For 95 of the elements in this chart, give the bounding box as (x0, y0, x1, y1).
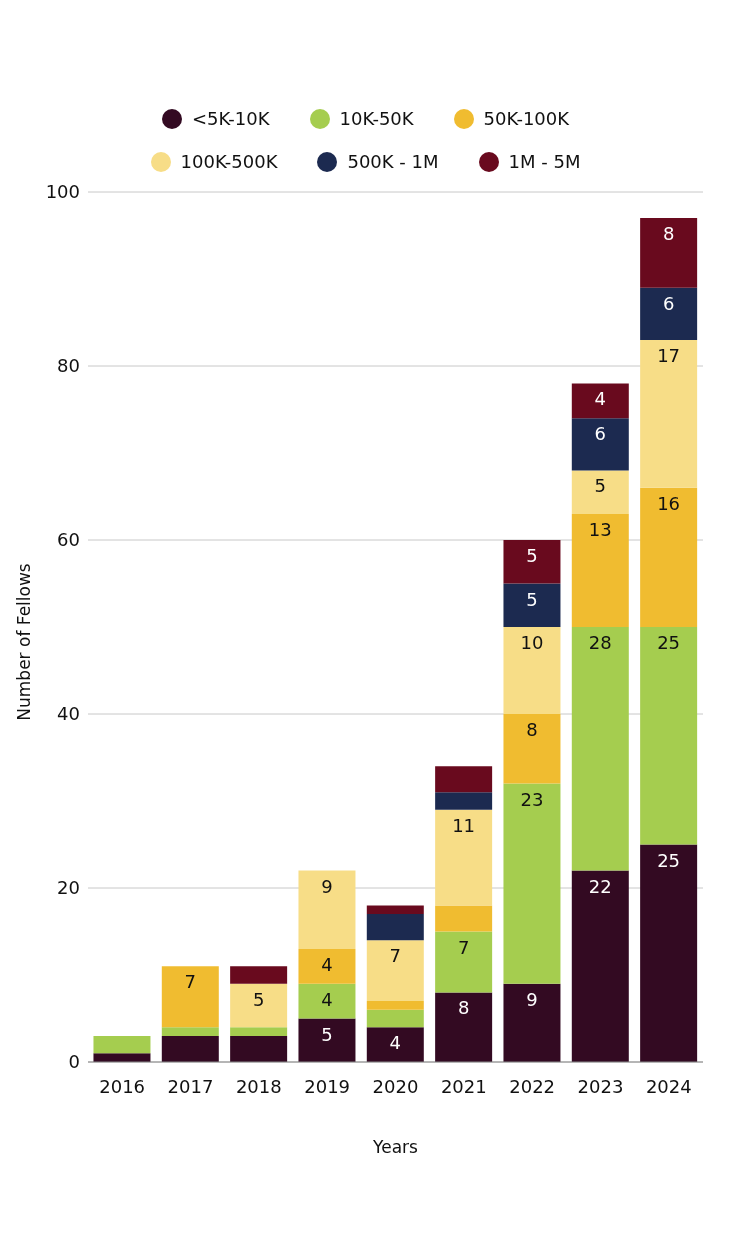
bar (435, 766, 493, 793)
bar (640, 339, 698, 488)
legend-label: 500K - 1M (347, 151, 439, 172)
legend-label: 50K-100K (483, 108, 570, 129)
data-label: 11 (452, 814, 476, 836)
bar (435, 905, 493, 932)
bar (640, 487, 698, 627)
y-tick-label: 100 (45, 181, 80, 203)
bar (161, 966, 219, 1028)
bar (93, 1035, 151, 1054)
data-label: 8 (526, 719, 538, 740)
data-label: 13 (588, 518, 612, 540)
x-tick-label: 2017 (167, 1075, 214, 1097)
data-label: 10 (520, 632, 544, 653)
x-tick-label: 2020 (372, 1075, 419, 1097)
bar (230, 983, 288, 1028)
x-tick-label: 2016 (99, 1075, 146, 1097)
data-label: 22 (588, 875, 612, 897)
x-tick-label: 2018 (235, 1075, 282, 1097)
bar (571, 870, 629, 1062)
data-label: 8 (457, 997, 470, 1019)
data-label: 6 (662, 292, 675, 314)
bar (571, 513, 629, 627)
bar (161, 1035, 219, 1062)
bar (640, 287, 698, 340)
y-tick-label: 40 (57, 703, 80, 725)
data-label: 4 (594, 388, 607, 410)
data-label: 4 (389, 1032, 402, 1054)
data-label: 5 (252, 988, 265, 1010)
bar (503, 627, 561, 714)
data-label: 7 (457, 936, 470, 958)
bar (503, 540, 561, 584)
bar (366, 905, 424, 915)
bar (230, 966, 288, 984)
data-label: 5 (526, 588, 538, 610)
bar (640, 844, 698, 1062)
bar (230, 1035, 288, 1062)
bar (503, 783, 561, 984)
bar (571, 627, 629, 871)
data-label: 7 (389, 945, 402, 967)
bar (503, 583, 561, 627)
legend-label: 10K-50K (339, 108, 414, 129)
legend-label: 100K-500K (180, 151, 278, 172)
bar (640, 627, 698, 845)
bar (503, 714, 561, 784)
bar (435, 992, 493, 1062)
data-label: 28 (588, 632, 612, 653)
data-label: 5 (321, 1023, 333, 1045)
bar (366, 914, 424, 941)
y-tick-label: 60 (57, 529, 80, 551)
x-tick-label: 2021 (440, 1075, 487, 1097)
data-label: 4 (321, 988, 333, 1010)
bar (298, 983, 356, 1019)
legend-label: <5K-10K (191, 108, 270, 129)
bar (571, 383, 629, 419)
bar (571, 418, 629, 471)
data-label: 9 (321, 875, 333, 897)
data-label: 5 (526, 545, 538, 566)
bar (298, 1018, 356, 1062)
x-tick-label: 2024 (645, 1075, 692, 1097)
data-label: 9 (526, 988, 538, 1010)
x-tick-label: 2023 (577, 1075, 624, 1097)
data-label: 25 (657, 632, 681, 653)
bar (503, 983, 561, 1062)
bar (366, 1027, 424, 1062)
bar (93, 1053, 151, 1062)
bar (230, 1027, 288, 1036)
legend-label: 1M - 5M (508, 151, 581, 172)
bar (366, 1009, 424, 1028)
data-label: 7 (184, 971, 197, 993)
x-tick-label: 2019 (304, 1075, 351, 1097)
bar (366, 1001, 424, 1010)
bar (161, 1027, 219, 1036)
bar (571, 470, 629, 514)
x-axis-title: Years (372, 1137, 419, 1157)
x-tick-label: 2022 (509, 1075, 556, 1097)
data-label: 4 (321, 953, 333, 975)
data-label: 5 (594, 475, 607, 497)
data-label: 6 (594, 423, 607, 445)
bar (435, 809, 493, 906)
data-label: 16 (657, 492, 681, 514)
y-tick-label: 20 (57, 877, 80, 899)
bar (366, 940, 424, 1002)
bar (435, 792, 493, 810)
data-label: 17 (657, 344, 681, 366)
data-label: 23 (520, 788, 544, 810)
data-label: 25 (657, 849, 681, 871)
bar (298, 870, 356, 949)
y-tick-label: 80 (57, 355, 80, 377)
y-axis-title: Number of Fellows (14, 563, 34, 721)
bar (640, 218, 698, 288)
bar (435, 931, 493, 993)
y-tick-label: 0 (68, 1051, 80, 1073)
data-label: 8 (662, 223, 675, 245)
bar (298, 948, 356, 984)
